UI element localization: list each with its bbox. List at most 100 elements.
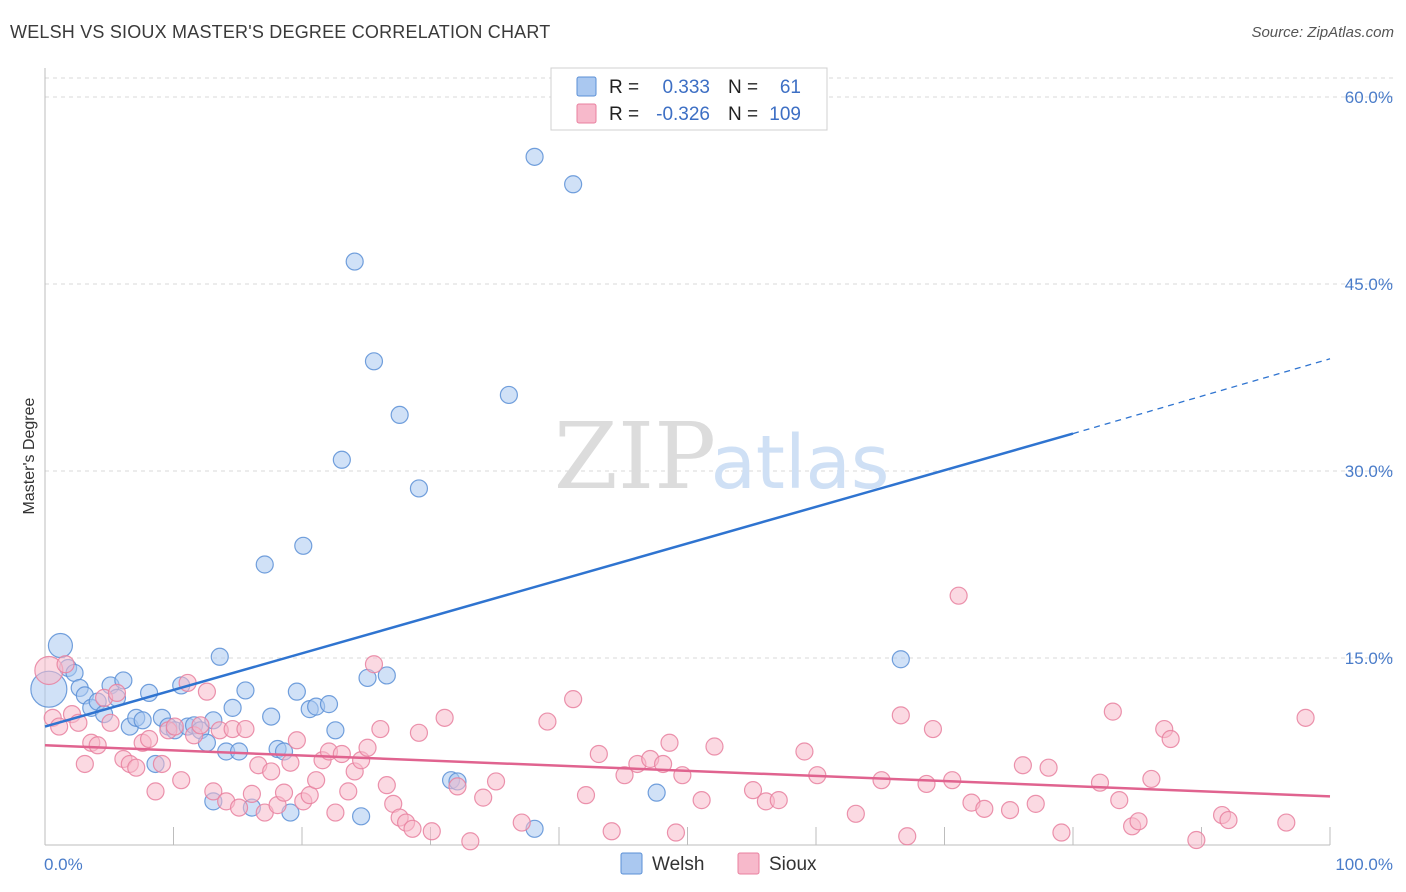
- sioux-point: [1039, 758, 1058, 777]
- sioux-point: [88, 736, 107, 755]
- sioux-point: [486, 772, 506, 791]
- welsh-point: [236, 681, 255, 700]
- axes: [44, 68, 1331, 846]
- y-axis-label: Master's Degree: [21, 397, 38, 514]
- sioux-point: [448, 777, 467, 796]
- x-tick-labels: 0.0% 100.0%: [44, 855, 1393, 874]
- series-legend-welsh: Welsh: [652, 854, 704, 875]
- sioux-point: [1026, 794, 1045, 813]
- sioux-point: [1110, 791, 1129, 810]
- welsh-point: [133, 711, 152, 730]
- sioux-point: [242, 784, 261, 803]
- sioux-point: [1129, 812, 1148, 831]
- sioux-point: [197, 682, 217, 701]
- watermark-atlas: atlas: [711, 420, 890, 506]
- sioux-point: [666, 823, 686, 842]
- x-tick-label-max: 100.0%: [1335, 855, 1393, 874]
- sioux-point: [152, 754, 172, 774]
- sioux-point: [339, 782, 358, 801]
- welsh-point: [364, 352, 384, 371]
- sioux-point: [229, 798, 249, 817]
- trend-lines: [44, 358, 1331, 798]
- sioux-point: [917, 774, 936, 794]
- sioux-point: [891, 706, 910, 725]
- sioux-point: [274, 783, 294, 802]
- welsh-point: [255, 555, 274, 574]
- welsh-point: [287, 682, 306, 701]
- y-tick-label: 30.0%: [1345, 462, 1393, 481]
- y-tick-labels: 15.0% 30.0% 45.0% 60.0%: [1345, 88, 1393, 668]
- legend-swatch-welsh: [576, 76, 597, 97]
- welsh-point: [294, 536, 313, 555]
- sioux-point: [139, 729, 159, 749]
- sioux-point: [371, 719, 390, 739]
- sioux-point: [975, 799, 994, 818]
- welsh-point: [409, 479, 429, 498]
- sioux-point: [326, 803, 345, 822]
- welsh-trend-line: [44, 432, 1074, 728]
- legend-r-value: -0.326: [656, 104, 710, 125]
- welsh-point: [647, 783, 666, 802]
- sioux-point: [101, 713, 120, 732]
- sioux-point: [692, 791, 711, 810]
- y-tick-label: 60.0%: [1345, 88, 1393, 107]
- sioux-point: [589, 744, 608, 764]
- sioux-point: [409, 723, 429, 742]
- source-label: Source: ZipAtlas.com: [1251, 24, 1394, 41]
- sioux-point: [300, 786, 319, 805]
- sioux-point: [898, 827, 917, 846]
- y-tick-label: 45.0%: [1345, 275, 1393, 294]
- legend-r-value: 0.333: [662, 77, 710, 98]
- data-points: [30, 147, 1315, 851]
- legend-box: [550, 67, 828, 131]
- legend-n-value: 61: [780, 77, 801, 98]
- welsh-point: [319, 695, 339, 714]
- welsh-point: [352, 807, 371, 826]
- y-tick-label: 15.0%: [1345, 649, 1393, 668]
- welsh-point: [499, 385, 518, 405]
- sioux-point: [127, 758, 146, 777]
- sioux-point: [165, 717, 184, 736]
- sioux-point: [1052, 823, 1071, 842]
- welsh-point: [377, 666, 396, 685]
- welsh-point: [891, 650, 910, 669]
- sioux-point: [364, 655, 384, 674]
- sioux-point: [403, 819, 422, 838]
- series-legend: Welsh Sioux: [620, 852, 817, 875]
- sioux-point: [795, 742, 814, 761]
- sioux-point: [1000, 800, 1020, 820]
- sioux-point: [461, 832, 480, 851]
- sioux-point: [474, 788, 493, 807]
- sioux-point: [435, 708, 454, 727]
- welsh-point: [210, 647, 229, 666]
- sioux-point: [56, 655, 75, 674]
- sioux-point: [191, 716, 210, 735]
- sioux-point: [236, 719, 255, 739]
- series-legend-swatch-sioux: [737, 852, 760, 875]
- sioux-point: [602, 822, 621, 841]
- welsh-point: [223, 698, 242, 717]
- sioux-point: [107, 683, 127, 703]
- legend-swatch-sioux: [576, 103, 597, 124]
- sioux-point: [377, 776, 396, 795]
- welsh-point: [525, 147, 544, 166]
- correlation-legend: R = 0.333 N = 61 R = -0.326 N = 109: [550, 67, 828, 131]
- sioux-point: [287, 731, 306, 750]
- sioux-point: [1103, 702, 1122, 721]
- watermark-zip: ZIP: [554, 403, 716, 510]
- welsh-point: [326, 721, 345, 740]
- sioux-point: [846, 804, 865, 823]
- sioux-point: [576, 786, 596, 805]
- welsh-trend-extension: [1072, 358, 1331, 435]
- welsh-point: [345, 252, 364, 271]
- legend-n-label: N =: [728, 104, 758, 125]
- sioux-point: [146, 782, 165, 801]
- sioux-point: [769, 791, 788, 810]
- sioux-point: [743, 781, 763, 800]
- sioux-point: [262, 762, 281, 781]
- sioux-point: [1277, 813, 1296, 832]
- sioux-point: [1187, 830, 1206, 850]
- sioux-point: [204, 782, 223, 801]
- watermark: ZIP atlas: [554, 403, 890, 510]
